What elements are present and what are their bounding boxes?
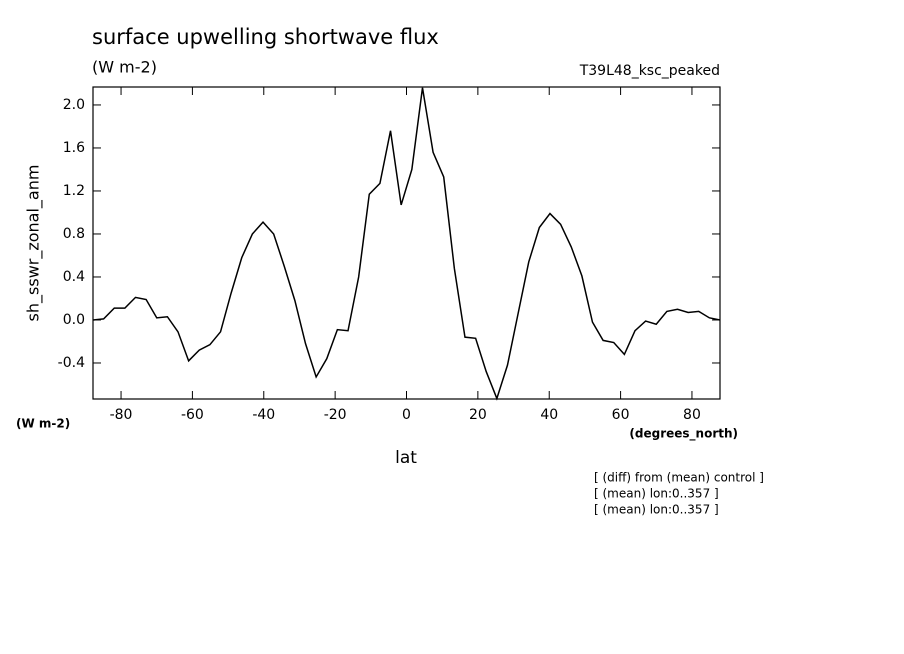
chart-title: surface upwelling shortwave flux [92,25,439,49]
note: [ (diff) from (mean) control ] [594,471,764,485]
data-line [92,87,721,401]
x-units: (degrees_north) [629,427,738,442]
run-label: T39L48_ksc_peaked [579,63,720,79]
y-tick-label: 1.2 [63,183,85,199]
x-axis-label: lat [395,448,417,468]
y-axis-label: sh_sswr_zonal_anm [24,165,44,322]
x-tick-label: -40 [252,407,275,423]
units: (W m-2) [92,58,157,77]
y-tick-label: 2.0 [63,97,85,113]
x-tick-label: 80 [683,407,701,423]
y-tick-label: 0.0 [63,312,85,328]
y-units: (W m-2) [16,417,70,431]
x-tick-label: -80 [110,407,133,423]
x-tick-label: -20 [324,407,347,423]
x-tick-label: 20 [469,407,487,423]
y-tick-label: -0.4 [58,355,85,371]
x-tick-label: 0 [402,407,411,423]
note: [ (mean) lon:0..357 ] [594,487,719,501]
y-tick-label: 1.6 [63,140,85,156]
y-tick-label: 0.4 [63,269,85,285]
x-tick-label: 60 [612,407,630,423]
x-tick-label: -60 [181,407,204,423]
note: [ (mean) lon:0..357 ] [594,503,719,517]
x-tick-label: 40 [540,407,558,423]
y-tick-label: 0.8 [63,226,85,242]
